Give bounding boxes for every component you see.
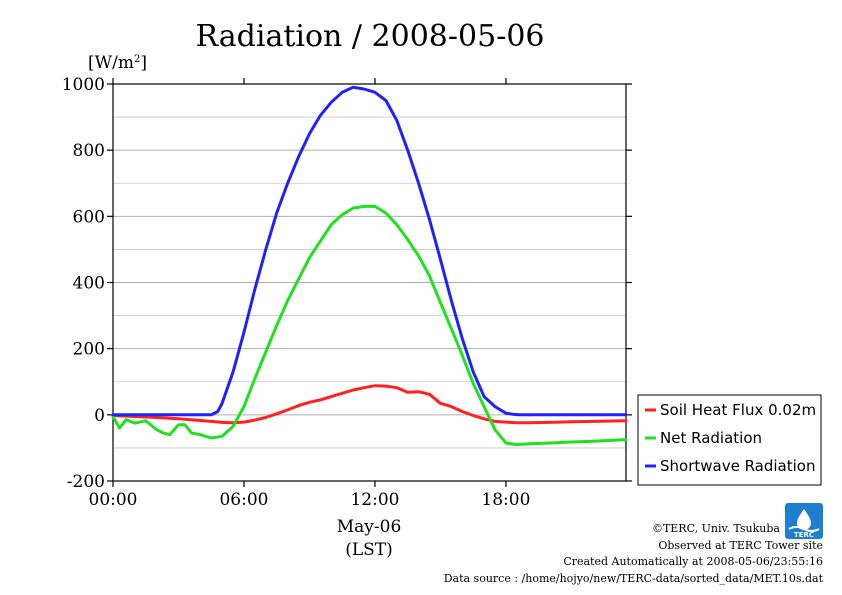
credit-created: Created Automatically at 2008-05-06/23:5… (563, 555, 823, 568)
x-axis-date-label: May-06 (337, 517, 402, 537)
series-line-0 (111, 384, 628, 425)
x-tick-label: 00:00 (89, 490, 138, 510)
y-unit-superscript: 2 (134, 54, 140, 65)
terc-logo: TERC (785, 503, 823, 539)
y-tick-label: -200 (67, 472, 105, 492)
x-tick-label: 12:00 (350, 490, 399, 510)
logo-drop-icon (797, 509, 811, 530)
series-line-2 (111, 85, 628, 417)
legend-box (637, 394, 822, 486)
credit-copyright: ©TERC, Univ. Tsukuba (652, 522, 780, 535)
legend-label-0: Soil Heat Flux 0.02m (660, 401, 816, 419)
credit-site: Observed at TERC Tower site (658, 539, 823, 552)
y-tick-label: 400 (73, 274, 105, 294)
x-axis: 00:00 06:00 12:00 18:00 (89, 78, 530, 510)
chart-title: Radiation / 2008-05-06 (195, 19, 544, 54)
x-tick-label: 06:00 (219, 490, 268, 510)
y-tick-label: 0 (94, 406, 105, 426)
series-layer (111, 85, 628, 447)
logo-wave-icon (788, 526, 820, 532)
x-tick-label: 18:00 (481, 490, 530, 510)
series-line-1 (111, 204, 628, 447)
y-tick-label: 1000 (62, 75, 105, 95)
grid-lines (113, 116, 626, 449)
y-tick-label: 600 (73, 207, 105, 227)
logo-text: TERC (794, 531, 814, 539)
legend-label-1: Net Radiation (660, 429, 762, 447)
credit-source: Data source : /home/hojyo/new/TERC-data/… (444, 572, 824, 585)
legend: Soil Heat Flux 0.02m Net Radiation Shortwa… (637, 394, 822, 486)
legend-label-2: Shortwave Radiation (660, 457, 816, 475)
y-axis: -200 0 200 400 600 800 1000 (62, 75, 632, 492)
x-axis-timezone-label: (LST) (345, 540, 393, 560)
y-unit-label: [W/m2] (88, 53, 147, 73)
y-tick-label: 200 (73, 340, 105, 360)
y-tick-label: 800 (73, 141, 105, 161)
